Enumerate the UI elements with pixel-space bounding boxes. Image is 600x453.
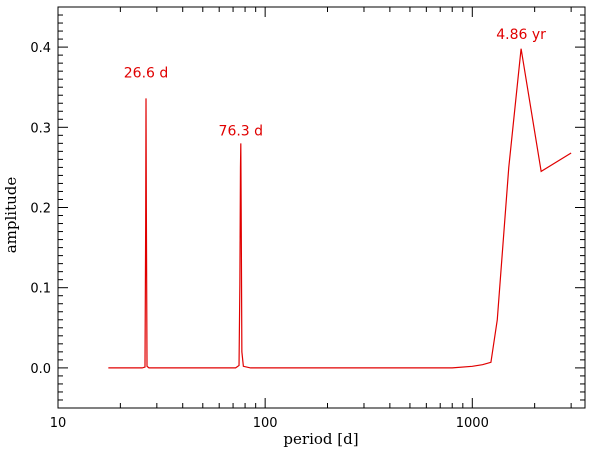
peak-annotation-label: 4.86 yr: [496, 27, 546, 43]
y-tick-label: 0.3: [30, 121, 51, 136]
y-tick-label: 0.4: [30, 41, 51, 56]
y-tick-label: 0.0: [30, 362, 51, 377]
peak-annotation-label: 26.6 d: [124, 66, 169, 82]
y-tick-label: 0.2: [30, 202, 51, 217]
y-axis-label: amplitude: [2, 177, 20, 254]
peak-annotations: 26.6 d 76.3 d 4.86 yr: [124, 27, 546, 139]
x-tick-label: 100: [253, 416, 278, 431]
y-axis: 0.0 0.1 0.2 0.3 0.4: [30, 14, 585, 401]
amplitude-series-line: [108, 48, 572, 369]
y-tick-label: 0.1: [30, 282, 51, 297]
x-axis-label: period [d]: [283, 430, 358, 448]
peak-annotation-label: 76.3 d: [219, 123, 264, 139]
x-tick-label: 10: [50, 416, 67, 431]
x-axis: 10 100 1000: [50, 7, 572, 431]
x-tick-label: 1000: [456, 416, 489, 431]
